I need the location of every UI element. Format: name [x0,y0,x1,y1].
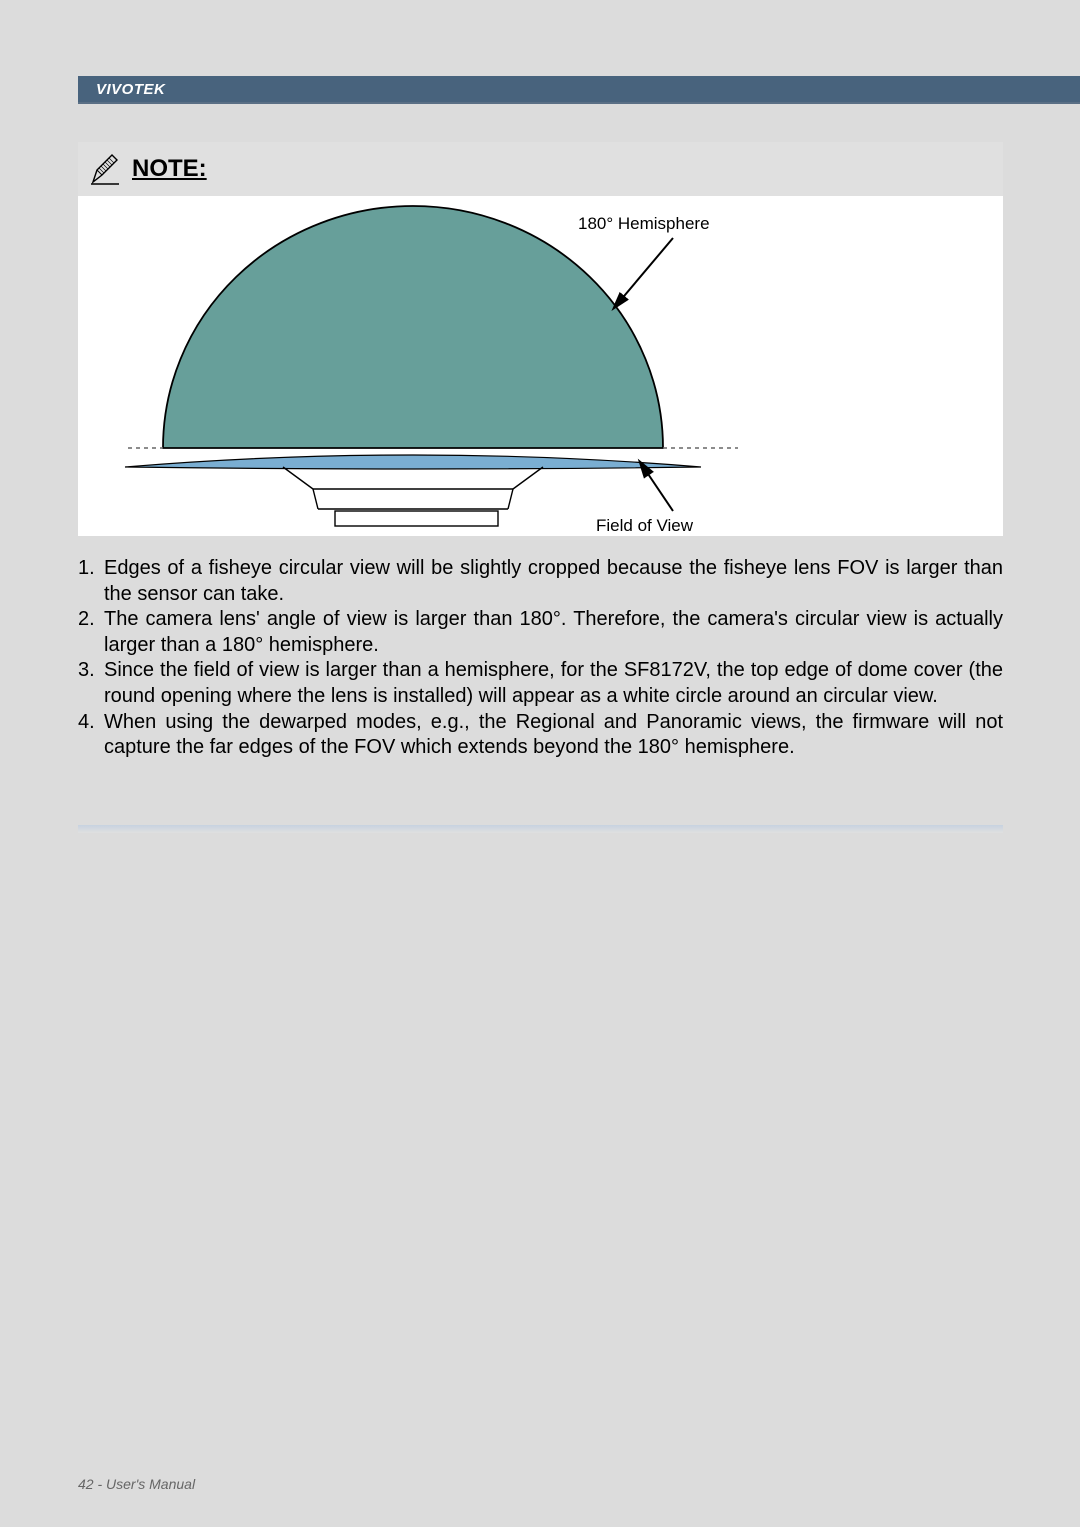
pencil-note-icon [90,152,120,186]
page-header: VIVOTEK [78,76,1080,104]
note-list: Edges of a fisheye circular view will be… [78,556,1003,761]
section-separator [78,825,1003,833]
note-list-item: When using the dewarped modes, e.g., the… [78,710,1003,761]
hemisphere-label: 180° Hemisphere [578,214,710,234]
note-label: NOTE: [132,155,207,183]
diagram-svg [78,196,1003,536]
note-list-item: The camera lens' angle of view is larger… [78,607,1003,658]
page: VIVOTEK NOTE: [0,0,1080,1527]
note-heading-bar: NOTE: [78,142,1003,196]
note-list-item: Edges of a fisheye circular view will be… [78,556,1003,607]
note-list-item: Since the field of view is larger than a… [78,658,1003,709]
brand-text: VIVOTEK [96,81,165,98]
footer-text: 42 - User's Manual [78,1476,195,1492]
body-text: Edges of a fisheye circular view will be… [78,556,1003,761]
fov-label: Field of View [596,516,693,536]
page-footer: 42 - User's Manual [78,1476,195,1492]
fov-diagram: 180° Hemisphere Field of View [78,196,1003,536]
